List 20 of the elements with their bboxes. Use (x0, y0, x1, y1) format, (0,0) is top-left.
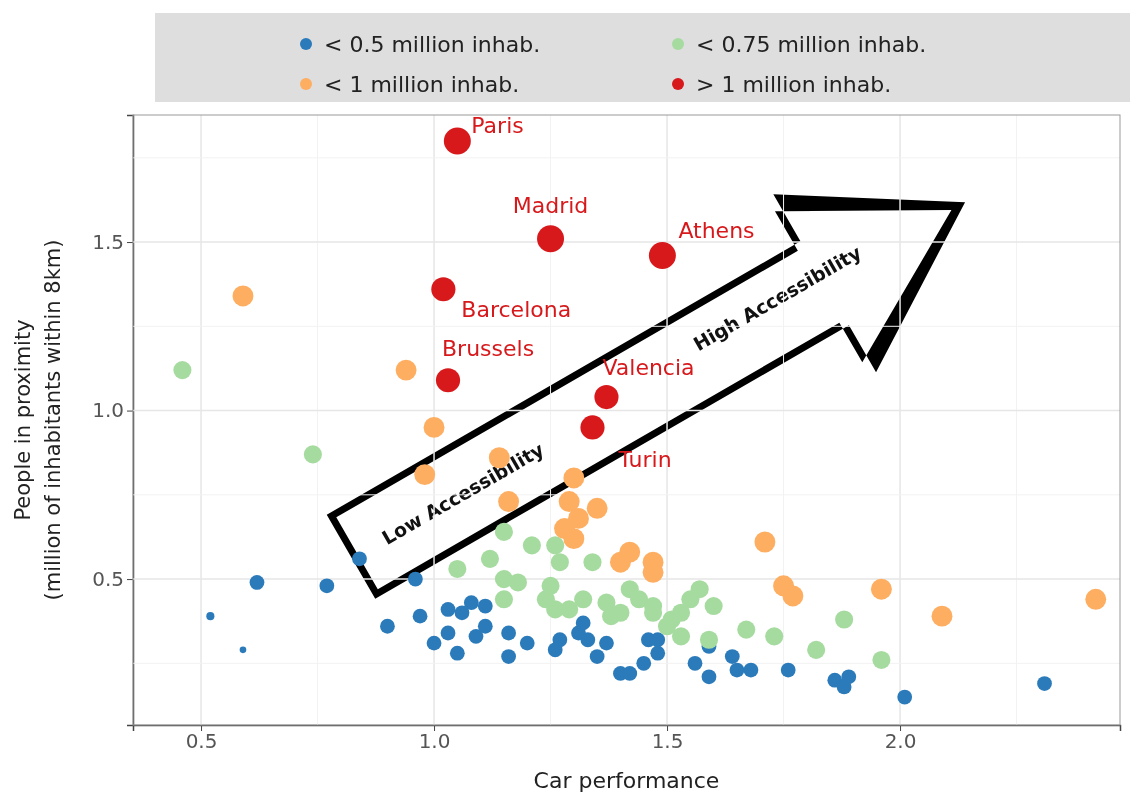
legend-label: < 0.75 million inhab. (696, 32, 927, 57)
annotation: Turin (617, 447, 672, 473)
annotation: Madrid (512, 192, 589, 218)
legend-label: < 0.5 million inhab. (324, 32, 541, 57)
annotation: Athens (678, 217, 755, 243)
annotation: Barcelona (461, 297, 572, 323)
y-tick-label: 0.5 (92, 566, 124, 591)
x-tick-label: 1.0 (418, 729, 451, 754)
x-axis-title: Car performance (533, 768, 720, 793)
x-tick-label: 2.0 (884, 729, 917, 754)
y-axis-title: People in proximity (million of inhabitants within 8km) (11, 239, 65, 601)
annotation: Brussels (442, 336, 535, 362)
x-tick-label: 0.5 (185, 729, 218, 754)
annotation: Valencia (602, 355, 695, 381)
x-tick-label: 1.5 (651, 729, 684, 754)
legend-label: > 1 million inhab. (696, 72, 892, 97)
annotation: Paris (471, 112, 524, 138)
legend-label: < 1 million inhab. (324, 72, 520, 97)
y-tick-label: 1.0 (92, 398, 124, 423)
y-tick-label: 1.5 (92, 229, 124, 254)
